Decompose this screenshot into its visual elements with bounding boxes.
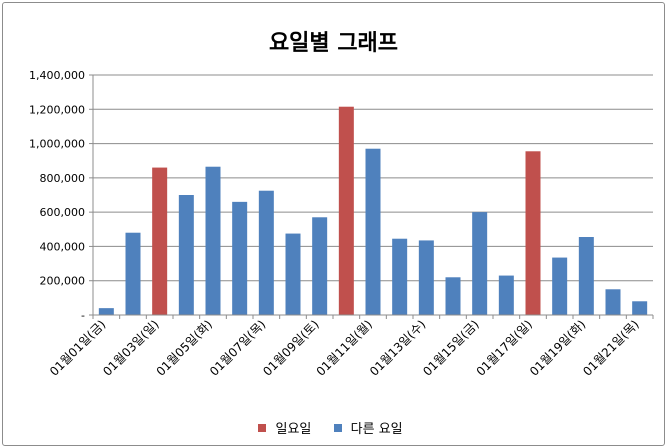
legend-item-other-days: 다른 요일 (333, 418, 403, 437)
y-tick-label: 600,000 (40, 206, 86, 219)
y-tick-label: 400,000 (40, 240, 86, 253)
x-tick-label: 01월19일(화) (527, 317, 589, 379)
y-tick-label: 1,000,000 (29, 138, 85, 151)
bar-other-day (178, 195, 194, 315)
legend-swatch-other-days (333, 424, 342, 432)
bar-other-day (632, 301, 648, 315)
chart-legend: 일요일 다른 요일 (3, 418, 664, 437)
y-tick-label: 200,000 (40, 275, 86, 288)
bar-other-day (498, 275, 514, 315)
x-tick-label: 01월07일(목) (207, 317, 269, 379)
bar-other-day (418, 240, 434, 315)
bar-other-day (392, 238, 408, 315)
y-tick-label: 800,000 (40, 172, 86, 185)
x-tick-label: 01월09일(토) (260, 317, 322, 379)
chart-title: 요일별 그래프 (268, 31, 399, 56)
bar-other-day (125, 232, 141, 315)
bar-other-day (285, 233, 301, 315)
x-tick-label: 01월17일(일) (474, 317, 536, 379)
bar-other-day (445, 277, 461, 315)
y-tick-label: 1,200,000 (29, 103, 85, 116)
x-tick-label: 01월05일(화) (154, 317, 216, 379)
x-tick-label: 01월21일(목) (580, 317, 642, 379)
x-tick-label: 01월11일(월) (314, 317, 376, 379)
bar-sunday (338, 106, 354, 315)
bar-other-day (232, 201, 248, 315)
y-tick-label: 1,400,000 (29, 69, 85, 82)
bar-other-day (98, 308, 114, 315)
legend-label-other-days: 다른 요일 (350, 422, 403, 437)
legend-item-sunday: 일요일 (258, 418, 311, 437)
bar-sunday (525, 151, 541, 315)
x-tick-label: 01월01일(금) (47, 317, 109, 379)
bar-other-day (605, 289, 621, 315)
legend-swatch-sunday (258, 424, 267, 432)
bar-other-day (578, 237, 594, 315)
bar-other-day (472, 212, 488, 315)
bar-other-day (205, 166, 221, 315)
x-tick-label: 01월13일(수) (367, 317, 429, 379)
x-tick-label: 01월15일(금) (420, 317, 482, 379)
bar-other-day (365, 148, 381, 315)
bar-other-day (312, 217, 328, 315)
legend-label-sunday: 일요일 (275, 422, 312, 437)
bar-other-day (552, 257, 568, 315)
bar-other-day (258, 190, 274, 315)
bar-sunday (152, 167, 168, 315)
chart-plot: - 200,000 400,000 600,000 800,000 1,000,000 1,… (29, 69, 654, 379)
x-tick-label: 01월03일(일) (100, 317, 162, 379)
y-tick-label: - (81, 309, 85, 322)
